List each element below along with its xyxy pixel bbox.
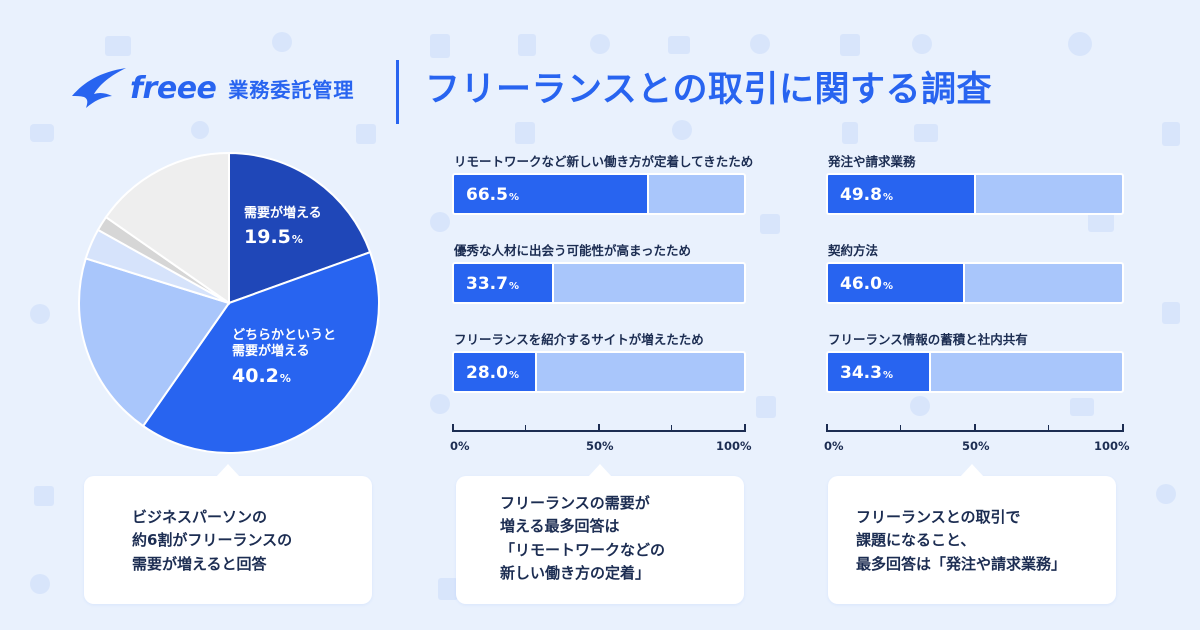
bar-category-label: 優秀な人材に出会う可能性が高まったため (454, 243, 692, 258)
pie-label-text: 需要が増える (232, 344, 310, 360)
pie-label-somewhat-increase: どちらかというと 需要が増える 40.2% (232, 328, 336, 388)
x-axis-tick-label: 50% (962, 439, 990, 453)
logo-wordmark: freee (130, 70, 217, 106)
bar-category-label: 発注や請求業務 (828, 154, 916, 169)
x-axis-tick (525, 425, 526, 431)
callout-pie-summary: ビジネスパーソンの 約6割がフリーランスの 需要が増えると回答 (84, 464, 372, 604)
pie-slice-2 (78, 257, 231, 428)
x-axis-tick-label: 100% (716, 439, 752, 453)
callout-text: ビジネスパーソンの 約6割がフリーランスの 需要が増えると回答 (132, 508, 293, 573)
header-divider (396, 60, 399, 124)
bar-track: 46.0% (826, 262, 1124, 304)
x-axis-tick (1048, 425, 1049, 431)
bar-track: 33.7% (452, 262, 746, 304)
pie-chart: 需要が増える 19.5% どちらかというと 需要が増える 40.2% (74, 148, 384, 458)
x-axis-tick-label: 100% (1094, 439, 1130, 453)
bar-category-label: リモートワークなど新しい働き方が定着してきたため (454, 154, 754, 169)
pie-label-value: 19.5% (244, 226, 303, 249)
pie-label-text: 需要が増える (244, 206, 322, 221)
bar-track: 49.8% (826, 173, 1124, 215)
bar-value-label: 33.7% (466, 274, 519, 294)
x-axis-tick (671, 425, 672, 431)
x-axis-tick-label: 50% (586, 439, 614, 453)
bar-fill (454, 175, 649, 213)
callout-text: フリーランスの需要が 増える最多回答は 「リモートワークなどの 新しい働き方の定… (500, 494, 666, 582)
pie-slice-1 (141, 250, 380, 454)
callout-text: フリーランスとの取引で 課題になること、 最多回答は「発注や請求業務」 (856, 508, 1067, 573)
pie-label-value: 40.2% (232, 364, 291, 387)
x-axis-tick (744, 424, 746, 432)
bar-value-label: 66.5% (466, 185, 519, 205)
service-name: 業務委託管理 (228, 77, 355, 102)
pie-slice-5 (104, 151, 230, 305)
bar-fill (454, 353, 538, 391)
freee-logo: freee 業務委託管理 (70, 66, 354, 110)
bar-category-label: 契約方法 (828, 243, 879, 258)
bar-track: 34.3% (826, 351, 1124, 393)
x-axis-tick-label: 0% (450, 439, 470, 453)
bar-track: 28.0% (452, 351, 746, 393)
callout-issues-summary: フリーランスとの取引で 課題になること、 最多回答は「発注や請求業務」 (828, 464, 1116, 604)
bar-value-label: 28.0% (466, 363, 519, 383)
pie-chart-svg (78, 151, 380, 454)
bar-fill (828, 353, 931, 391)
bar-fill (454, 264, 554, 302)
pie-label-increase: 需要が増える 19.5% (244, 206, 322, 250)
bar-value-label: 46.0% (840, 274, 893, 294)
pie-label-text: どちらかというと (232, 328, 337, 343)
pie-slice-0 (228, 151, 372, 305)
bar-value-label: 34.3% (840, 363, 893, 383)
header: freee 業務委託管理 フリーランスとの取引に関する調査 (0, 0, 1200, 130)
bar-category-label: フリーランスを紹介するサイトが増えたため (454, 332, 704, 347)
freee-bird-icon (72, 68, 126, 108)
x-axis-tick (974, 424, 976, 432)
callout-reasons-summary: フリーランスの需要が 増える最多回答は 「リモートワークなどの 新しい働き方の定… (456, 464, 744, 604)
x-axis-tick (452, 424, 454, 432)
bar-category-label: フリーランス情報の蓄積と社内共有 (828, 332, 1028, 347)
bar-fill (828, 175, 977, 213)
page-title: フリーランスとの取引に関する調査 (425, 70, 992, 110)
x-axis-tick (598, 424, 600, 432)
bar-track: 66.5% (452, 173, 746, 215)
x-axis-tick-label: 0% (824, 439, 844, 453)
x-axis-tick (826, 424, 828, 432)
x-axis-tick (1122, 424, 1124, 432)
x-axis-tick (900, 425, 901, 431)
bar-fill (828, 264, 966, 302)
bar-value-label: 49.8% (840, 185, 893, 205)
